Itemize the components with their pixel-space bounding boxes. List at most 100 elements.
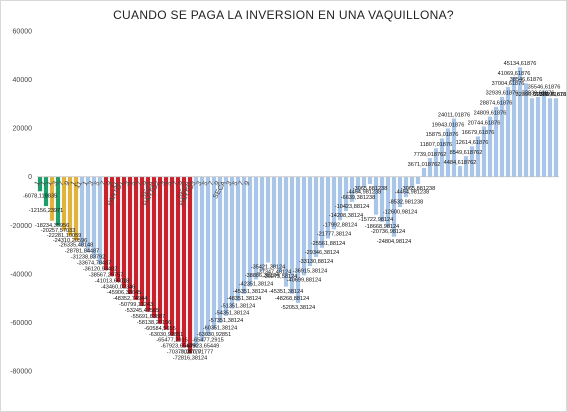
data-label: 16679,61876 — [462, 130, 495, 136]
x-tick-label: 1 — [34, 180, 42, 187]
data-label: -14208,38124 — [329, 213, 364, 219]
data-label: -48352,74944 — [113, 296, 148, 302]
bar — [133, 176, 139, 301]
x-tick-label: 1 — [70, 180, 78, 187]
bar — [163, 176, 169, 330]
x-tick-label: 3 — [52, 180, 60, 187]
x-tick-label: 3 — [196, 180, 204, 187]
data-label: 38546,61876 — [510, 77, 543, 83]
data-label: -22281,10059 — [47, 233, 82, 239]
data-label: -43460,02346 — [101, 284, 136, 290]
data-label: -6639,381238 — [341, 195, 376, 201]
data-label: 20744,61876 — [468, 120, 501, 126]
x-tick-label: 9 — [106, 180, 114, 187]
x-tick-label: 3 — [124, 180, 132, 187]
bar — [199, 176, 205, 342]
data-label: -52053,38124 — [281, 305, 316, 311]
bar — [259, 176, 265, 272]
x-tick-label: 1 — [40, 180, 48, 187]
data-label: 32396,61876 — [516, 92, 549, 98]
bar — [457, 165, 463, 177]
data-label: -45351,38124 — [269, 289, 304, 295]
data-label: 15875,01876 — [426, 132, 459, 138]
data-label: -38886,38124 — [245, 273, 280, 279]
y-tick-label: 60000 — [13, 29, 33, 36]
data-label: -37347,48124 — [257, 269, 292, 275]
bar — [223, 176, 229, 317]
data-label: -10423,88124 — [335, 204, 370, 210]
data-label: -70370,01777 — [167, 350, 202, 356]
bar — [415, 176, 421, 185]
data-label: -21777,38124 — [317, 232, 352, 238]
data-label: 28874,61876 — [480, 101, 513, 107]
data-label: -48268,88124 — [275, 296, 310, 302]
data-label: -60351,38124 — [203, 325, 238, 331]
data-label: 35546,61876 — [528, 84, 561, 90]
data-label: 32939,61876 — [486, 91, 519, 97]
bar — [541, 90, 547, 177]
data-label: -58138,20156 — [137, 320, 172, 326]
data-label: -26335,48148 — [59, 243, 94, 249]
data-label: -72816,38124 — [173, 356, 208, 362]
x-tick-label: 3 — [160, 180, 168, 187]
bar — [499, 96, 505, 177]
data-label: -65477,2915 — [156, 338, 187, 344]
data-label: -60584,5655 — [144, 326, 175, 332]
bar — [157, 176, 163, 325]
data-label: 24809,61876 — [474, 110, 507, 116]
data-label: 41069,61876 — [498, 71, 531, 77]
x-tick-label: 9 — [178, 180, 186, 187]
x-tick-label: 9 — [64, 180, 72, 187]
data-label: -18668,98124 — [365, 224, 400, 230]
bar — [535, 96, 541, 177]
data-label: -12156,23971 — [29, 208, 64, 214]
x-tick-label: 7 — [238, 180, 246, 187]
x-tick-label: 3 — [88, 180, 96, 187]
data-label: 3671,018762 — [408, 162, 441, 168]
data-label: -51351,38124 — [221, 303, 256, 309]
data-label: -29346,38124 — [305, 250, 340, 256]
data-label: -40699,88124 — [287, 278, 322, 284]
data-label: 8549,618762 — [450, 150, 483, 156]
bar — [127, 176, 133, 295]
bar — [547, 97, 553, 177]
data-label: -42351,38124 — [239, 282, 274, 288]
x-tick-label: 1 — [82, 180, 90, 187]
data-label: 7739,018762 — [414, 152, 447, 158]
x-tick-label: 7 — [100, 180, 108, 187]
x-tick-label: 3 — [226, 180, 234, 187]
x-tick-label: 9 — [214, 180, 222, 187]
data-label: -24804,98124 — [377, 239, 412, 245]
bar — [367, 176, 373, 185]
x-tick-label: 7 — [136, 180, 144, 187]
y-tick-label: -40000 — [10, 271, 32, 278]
data-label: -4464,981238 — [347, 190, 382, 196]
x-tick-label: 9 — [142, 180, 150, 187]
y-tick-label: -60000 — [10, 320, 32, 327]
data-label: -45351,38124 — [233, 289, 268, 295]
data-label: -8532,981238 — [389, 199, 424, 205]
chart-title: CUANDO SE PAGA LA INVERSION EN UNA VAQUI… — [113, 8, 454, 22]
data-label: -48351,38124 — [227, 296, 262, 302]
data-label: -3065,881238 — [401, 186, 436, 192]
x-tick-label: 5 — [202, 180, 210, 187]
data-label: -36120,93482 — [83, 266, 118, 272]
data-label: -20257,57033 — [41, 228, 76, 234]
data-label: -55691,83887 — [131, 314, 166, 320]
data-label: -41013,66018 — [95, 278, 130, 284]
data-label: -12600,98124 — [383, 209, 418, 215]
y-tick-label: -80000 — [10, 369, 32, 376]
data-label: 45134,61876 — [504, 61, 537, 67]
data-label: -57351,38124 — [209, 318, 244, 324]
data-label: 32396,61876 — [540, 92, 566, 98]
bar — [295, 176, 301, 304]
data-label: -35421,38124 — [251, 265, 286, 271]
data-label: -4464,981238 — [395, 190, 430, 196]
data-label: 24011,01876 — [438, 112, 470, 118]
x-tick-label: 1 — [46, 180, 54, 187]
data-label: -31238,83792 — [71, 255, 106, 261]
data-label: -63030,92851 — [149, 332, 184, 338]
bar — [265, 176, 271, 263]
data-label: -28781,84487 — [65, 249, 100, 255]
